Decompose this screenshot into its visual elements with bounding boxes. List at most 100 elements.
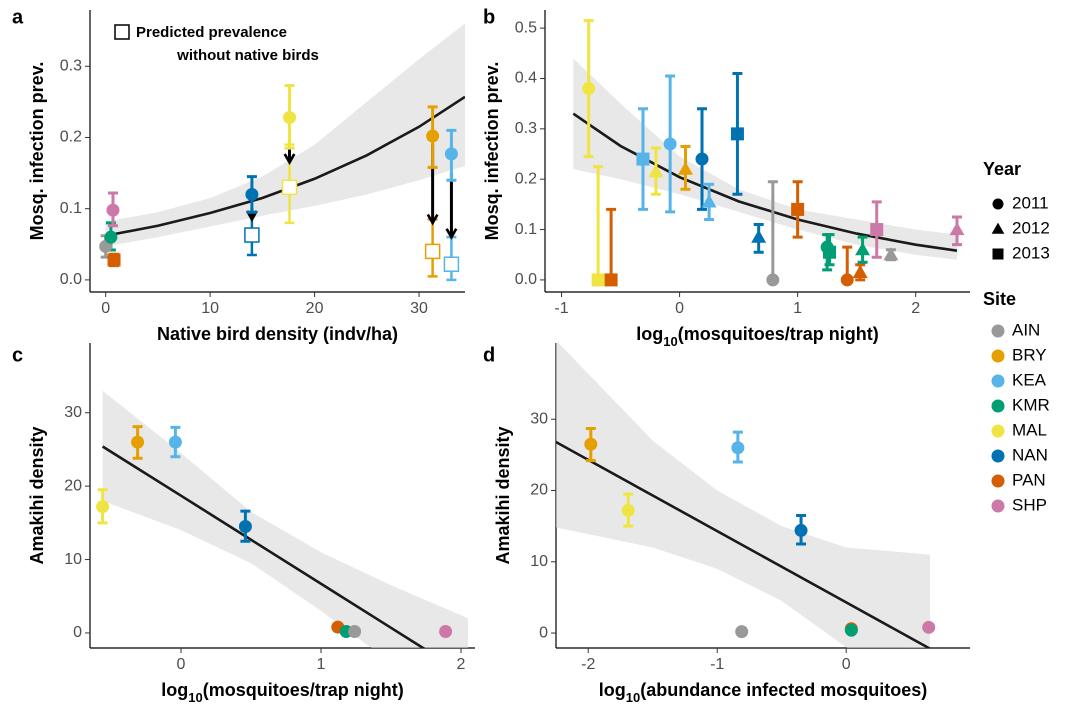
point [766,273,780,287]
x-tick-label: 0 [101,300,110,317]
y-tick-label: 0 [539,624,548,641]
point [238,520,252,534]
y-tick-label: 30 [64,404,82,421]
legend-symbol [991,449,1005,463]
point [855,242,871,256]
legend-title: Year [983,159,1021,179]
x-axis-title: log10(abundance infected mosquitoes) [599,680,928,705]
point [794,523,808,537]
x-axis-title: log10(mosquitoes/trap night) [636,324,878,349]
point [582,82,596,96]
annotation: without native birds [176,47,319,64]
point [591,273,605,287]
point [840,273,854,287]
point [444,147,458,161]
point [348,624,362,638]
y-tick-label: 0.2 [515,170,537,187]
x-axis-title-part: (mosquitoes/trap night) [678,324,879,344]
point [96,500,110,514]
x-tick-label: 20 [306,300,324,317]
point [283,111,297,125]
legend-label: NAN [1012,445,1048,464]
point [604,273,618,287]
y-tick-label: 0.2 [60,129,82,146]
x-tick-label: 0 [842,656,851,673]
point [730,127,744,141]
y-tick-label: 20 [64,477,82,494]
fit-line [572,112,958,252]
point [735,625,749,639]
legend-symbol [991,324,1005,338]
x-axis-title-part: log [161,680,188,700]
legend-symbol [992,198,1004,210]
predicted-point [424,243,441,260]
x-axis-title-part: log [599,680,626,700]
error-bar [767,180,778,282]
point [791,202,805,216]
point [883,247,899,261]
confidence-band [556,343,931,648]
confidence-band [573,58,958,260]
x-tick-label: 0 [675,300,684,317]
predicted-point [244,227,260,243]
fit-line [101,445,426,648]
point [844,623,858,637]
point [678,161,693,175]
annotation-key [114,24,130,40]
legend-symbol [991,424,1005,438]
panel-label: d [483,344,495,366]
x-axis-title: Native bird density (indv/ha) [157,324,398,344]
panel-label: c [12,344,23,366]
point [701,194,717,208]
legend-symbol [992,248,1004,260]
x-tick-label: 0 [177,656,186,673]
y-axis-title: Mosq. infection prev. [482,62,502,241]
x-axis-title-part: 10 [188,690,202,705]
y-tick-label: 0.4 [515,70,537,87]
error-bar [593,165,604,282]
legend-label: 2012 [1012,218,1050,237]
legend-symbol [991,399,1005,413]
x-tick-label: -2 [581,656,595,673]
y-tick-label: 0.0 [515,271,537,288]
legend-label: KEA [1012,370,1047,389]
point [949,222,965,236]
point [621,503,635,517]
legend-label: PAN [1012,470,1046,489]
panel: b -1 0 1 2 0.0 0.1 0.2 0.3 0.4 0.5 log10(mosquitoes… [482,6,970,349]
point [922,620,936,634]
y-tick-label: 0.1 [515,221,537,238]
y-tick-label: 10 [64,551,82,568]
legend-symbol [991,374,1005,388]
confidence-band [102,390,468,648]
x-axis-title-part: log [636,324,663,344]
legend-label: 2011 [1012,193,1049,212]
y-axis-title: Amakihi density [27,426,47,564]
legend-symbol [991,222,1005,234]
y-tick-label: 0.3 [60,57,82,74]
point [695,152,709,166]
x-tick-label: -1 [710,656,724,673]
legend-symbol [991,499,1005,513]
x-tick-label: 2 [911,300,920,317]
point [426,129,440,143]
point [131,435,145,449]
legend-label: KMR [1012,395,1050,414]
point [107,253,121,267]
point [663,137,677,151]
y-tick-label: 0 [73,624,82,641]
x-axis-title: log10(mosquitoes/trap night) [161,680,403,705]
y-tick-label: 20 [530,482,548,499]
x-tick-label: 2 [457,656,466,673]
point [648,164,664,178]
predicted-point [281,179,298,196]
legend-label: 2013 [1012,243,1050,262]
x-axis-title-part: 10 [626,690,640,705]
panel: a 0 10 20 30 0.0 0.1 0.2 0.3 Native bird density … [12,6,465,344]
point [104,230,118,244]
y-tick-label: 10 [530,553,548,570]
point [751,229,767,243]
annotation: Predicted prevalence [136,24,287,41]
